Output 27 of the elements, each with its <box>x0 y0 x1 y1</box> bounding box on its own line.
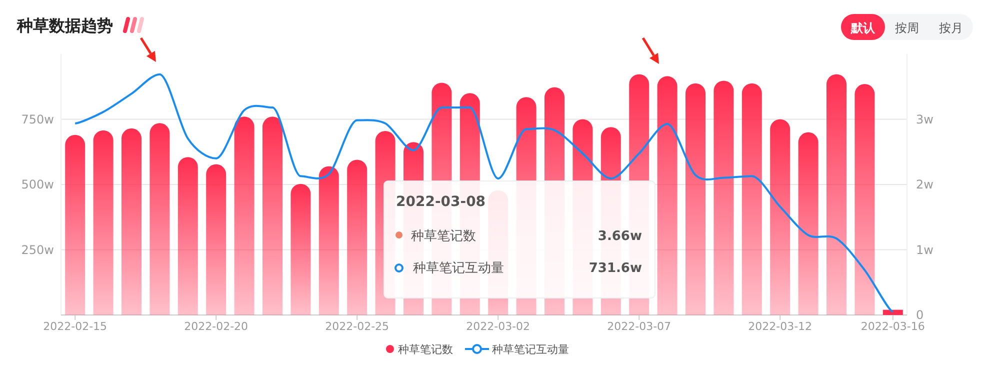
y2-tick-label: 0 <box>916 308 924 322</box>
y-tick-label: 250w <box>21 242 54 257</box>
text: 按周 <box>895 21 919 35</box>
annotation: 731.6w <box>588 261 642 276</box>
y-tick-label: 750w <box>21 112 54 126</box>
annotation: 3.66w <box>598 229 642 244</box>
x-tick-label: 2022-03-12 <box>748 320 812 333</box>
annotation: 种草笔记互动量 <box>413 261 504 276</box>
y2-tick-label: 1w <box>916 242 934 257</box>
x-tick-label: 2022-03-07 <box>607 320 672 333</box>
x-tick-label: 2022-02-15 <box>43 320 108 333</box>
y2-tick-label: 2w <box>916 178 934 192</box>
annotation: 2022-03-08 <box>396 194 486 210</box>
y-tick-label: 500w <box>21 178 54 192</box>
annotation: 种草笔记数 <box>411 229 476 244</box>
text: 按月 <box>939 21 963 35</box>
x-tick-label: 2022-03-02 <box>466 320 530 333</box>
legend-item: 种草笔记互动量 <box>465 343 569 356</box>
chart-title: 种草数据趋势 <box>16 16 113 35</box>
x-tick-label: 2022-03-16 <box>860 320 925 333</box>
legend-label: 种草笔记数 <box>398 343 453 356</box>
text: 默认 <box>850 21 876 35</box>
legend-item: 种草笔记数 <box>386 343 453 356</box>
x-tick-label: 2022-02-20 <box>184 320 248 333</box>
legend-label: 种草笔记互动量 <box>492 343 569 356</box>
y2-tick-label: 3w <box>916 112 934 126</box>
x-tick-label: 2022-02-25 <box>325 320 390 333</box>
